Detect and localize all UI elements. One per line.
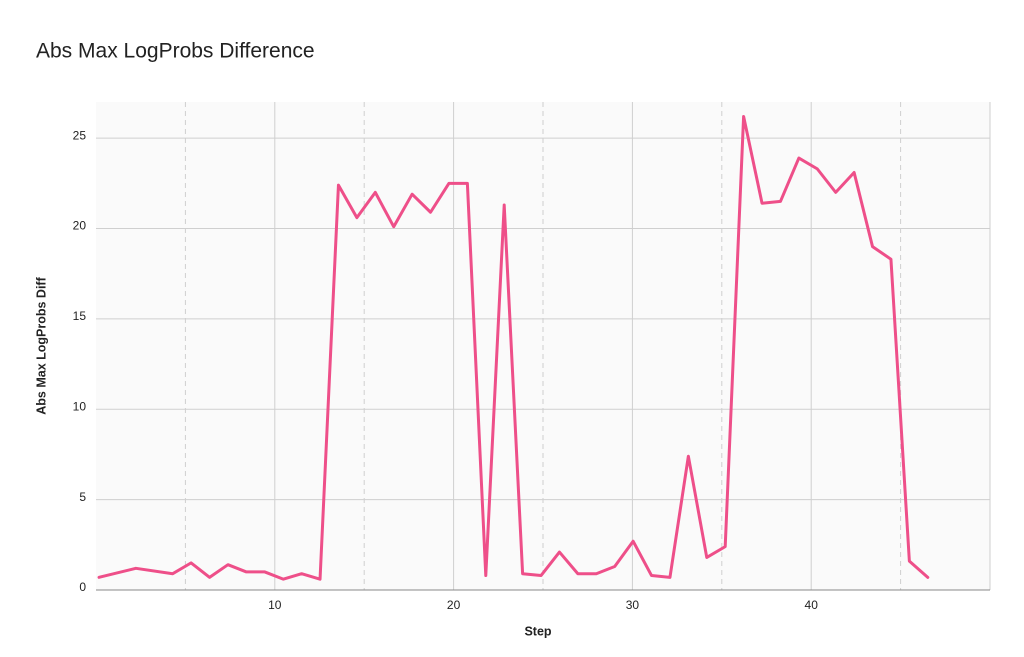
x-tick-label: 10 (268, 598, 282, 612)
y-tick-label: 0 (79, 580, 86, 594)
data-line (97, 114, 930, 581)
y-tick-label: 20 (73, 219, 87, 233)
x-tick-label: 20 (447, 598, 461, 612)
chart-title: Abs Max LogProbs Difference (36, 40, 315, 63)
y-tick-label: 15 (73, 309, 87, 323)
y-axis-label: Abs Max LogProbs Diff (34, 276, 48, 414)
x-tick-label: 30 (626, 598, 640, 612)
x-axis-label: Step (524, 624, 551, 638)
y-tick-label: 10 (73, 399, 87, 413)
x-tick-label: 40 (805, 598, 819, 612)
y-tick-label: 25 (73, 128, 87, 142)
y-tick-label: 5 (79, 490, 86, 504)
